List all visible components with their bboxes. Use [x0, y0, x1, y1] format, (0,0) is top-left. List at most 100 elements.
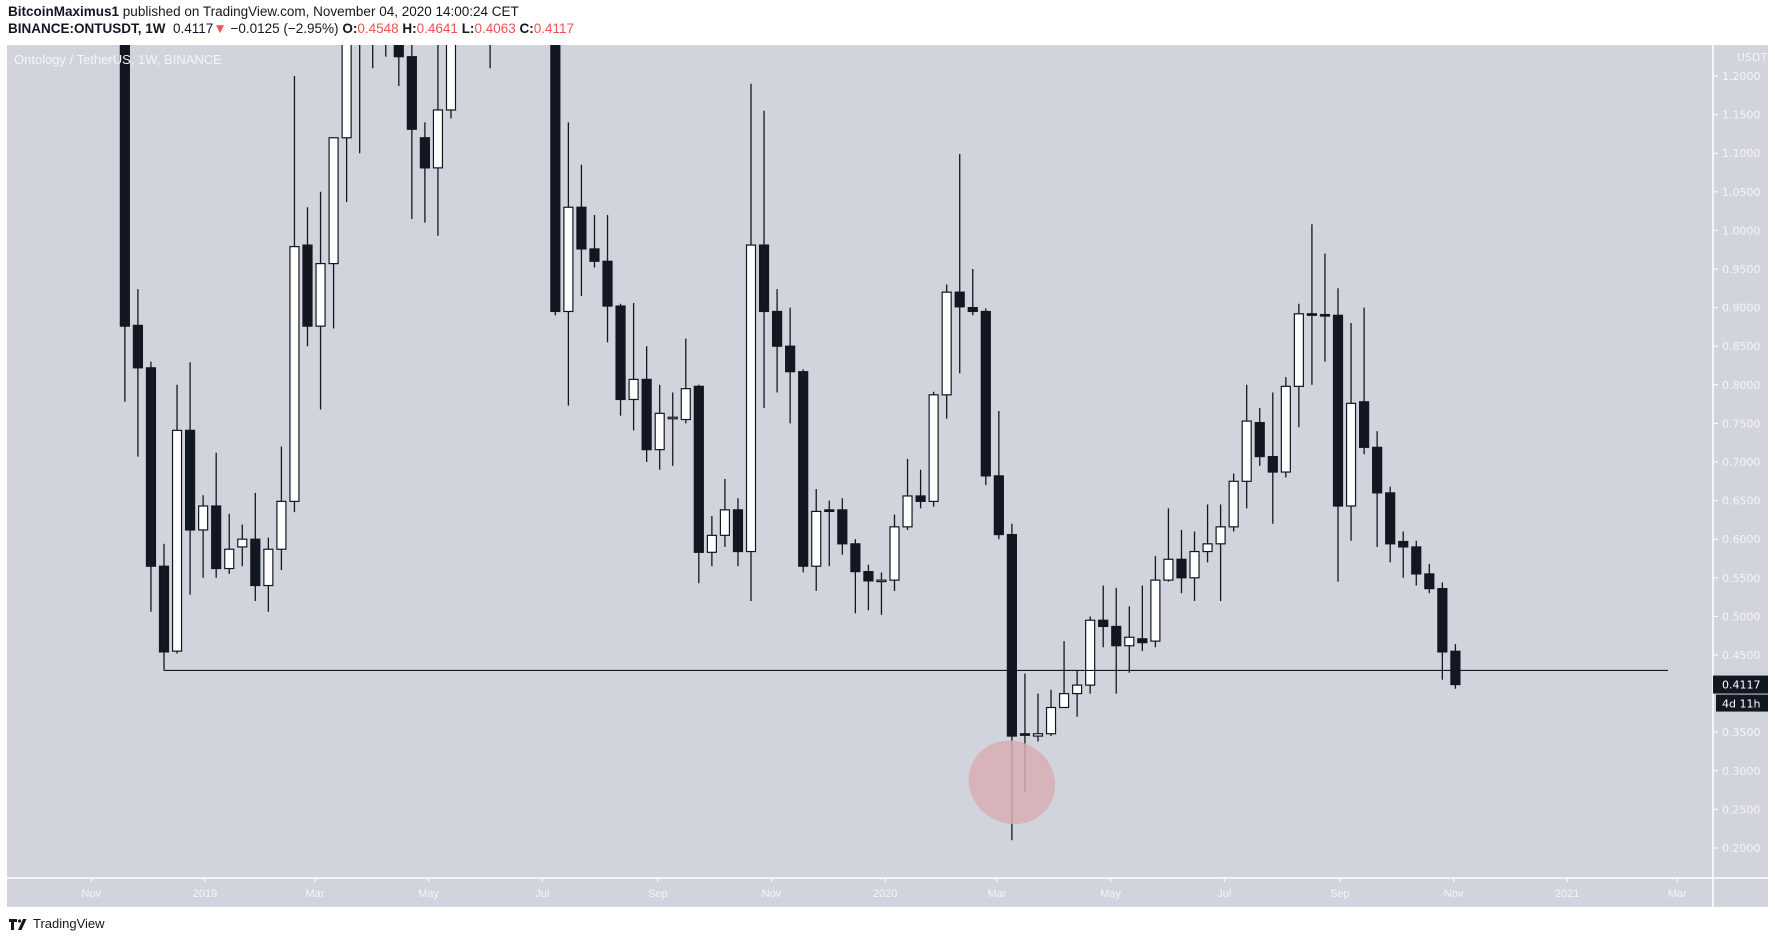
- price-tick-label: 0.2500: [1722, 803, 1761, 816]
- candle: [1306, 224, 1318, 385]
- close-label: C:: [519, 21, 534, 36]
- price-tick-label: 1.0000: [1722, 224, 1761, 237]
- bear-candle-body: [1450, 650, 1461, 686]
- high-label: H:: [402, 21, 417, 36]
- chart-title: Ontology / TetherUS, 1W, BINANCE: [14, 52, 222, 67]
- low-value: 0.4063: [474, 21, 516, 36]
- bear-candle-body: [954, 291, 965, 308]
- bull-candle-body: [1345, 402, 1357, 507]
- bull-candle-body: [1215, 526, 1226, 545]
- bull-candle-body: [563, 206, 574, 313]
- bear-candle-body: [119, 45, 130, 327]
- candle: [1398, 531, 1409, 578]
- highlight-ellipse: [968, 740, 1056, 825]
- candle: [1228, 473, 1239, 532]
- candle: [1372, 431, 1383, 547]
- time-tick-label: 2019: [193, 888, 217, 900]
- time-tick-label: Nov: [762, 888, 782, 900]
- candle: [1437, 582, 1448, 680]
- footer: TradingView: [8, 916, 105, 931]
- bear-candle-body: [1319, 313, 1331, 317]
- bull-candle-body: [1150, 579, 1161, 642]
- countdown-box: [1716, 694, 1768, 712]
- candle: [1280, 377, 1291, 478]
- price-tick-label: 0.4500: [1722, 649, 1761, 662]
- bull-candle-body: [1189, 550, 1200, 579]
- bull-candle-body: [902, 495, 913, 528]
- author-name[interactable]: BitcoinMaximus1: [8, 4, 120, 19]
- bull-candle-body: [289, 246, 300, 502]
- open-value: 0.4548: [357, 21, 399, 36]
- candle: [1163, 508, 1174, 582]
- bull-candle-body: [1228, 480, 1239, 528]
- brand-name[interactable]: TradingView: [33, 916, 105, 931]
- candle: [460, 0, 469, 37]
- candle: [863, 564, 874, 611]
- candle: [967, 269, 978, 316]
- publish-info: BitcoinMaximus1 published on TradingView…: [8, 4, 519, 19]
- time-tick-label: Nov: [1444, 888, 1464, 900]
- candle: [184, 362, 196, 595]
- bull-candle-body: [1045, 706, 1057, 735]
- price-tick-label: 0.9000: [1722, 302, 1761, 315]
- chart-background: [7, 45, 1768, 907]
- candle: [1085, 616, 1096, 694]
- candle: [980, 308, 991, 486]
- bear-candle-body: [1437, 588, 1448, 653]
- candle: [1032, 693, 1044, 742]
- candle: [798, 369, 809, 573]
- candle: [1385, 486, 1396, 563]
- bear-candle-body: [419, 137, 430, 169]
- bull-candle-body: [1163, 558, 1174, 581]
- price-tick-label: 0.8500: [1722, 340, 1761, 353]
- bull-candle-body: [1072, 684, 1083, 695]
- candle: [302, 207, 313, 347]
- bear-candle-body: [589, 248, 600, 262]
- time-tick-label: Mar: [305, 888, 324, 900]
- price-tick-label: 0.6500: [1722, 495, 1761, 508]
- candle: [732, 498, 744, 567]
- candle: [1254, 407, 1265, 466]
- candle: [1215, 504, 1226, 601]
- bull-candle-body: [341, 45, 352, 139]
- price-tick-label: 1.2000: [1722, 70, 1761, 83]
- bear-candle-body: [1006, 533, 1017, 737]
- candle: [941, 284, 952, 419]
- time-axis[interactable]: Nov 2019 Mar May Jul Sep Nov 2020 Mar May Jul Sep No…: [82, 878, 1687, 900]
- bear-candle-body: [1424, 573, 1435, 590]
- price-change: −0.0125 (−2.95%): [230, 21, 339, 36]
- candle: [1072, 670, 1083, 717]
- time-tick-label: Mar: [988, 888, 1007, 900]
- candle: [393, 45, 404, 87]
- bear-candle-body: [1267, 455, 1278, 473]
- bear-candle-body: [158, 565, 170, 653]
- bull-candle-body: [928, 394, 939, 502]
- bull-candle-body: [1032, 733, 1044, 737]
- candle: [706, 516, 717, 567]
- bear-candle-body: [1358, 401, 1370, 448]
- candle: [693, 384, 704, 584]
- bull-candle-body: [1085, 619, 1096, 686]
- bear-candle-body: [1372, 446, 1383, 494]
- bear-candle-body: [993, 475, 1004, 536]
- price-axis[interactable]: 1.2000 1.1500 1.1000 1.0500 1.0000 0.9500 0.90…: [1713, 70, 1761, 855]
- open-label: O:: [342, 21, 358, 36]
- bull-candle-body: [237, 538, 248, 548]
- bear-candle-body: [732, 509, 744, 553]
- candle: [237, 524, 248, 567]
- price-tick-label: 1.1000: [1722, 147, 1761, 160]
- last-price-badge: 0.4117 4d 11h: [1713, 675, 1768, 712]
- bear-candle-body: [1385, 492, 1396, 545]
- candle: [824, 500, 835, 567]
- bull-candle-body: [876, 579, 887, 583]
- candle: [654, 384, 665, 470]
- time-tick-label: Nov: [82, 888, 102, 900]
- candle: [719, 478, 731, 547]
- bear-candle-body: [1098, 619, 1109, 628]
- candle: [889, 514, 900, 591]
- bear-candle-body: [550, 45, 561, 313]
- bear-candle-body: [302, 244, 313, 327]
- bear-candle-body: [771, 310, 783, 347]
- candle: [1137, 585, 1148, 652]
